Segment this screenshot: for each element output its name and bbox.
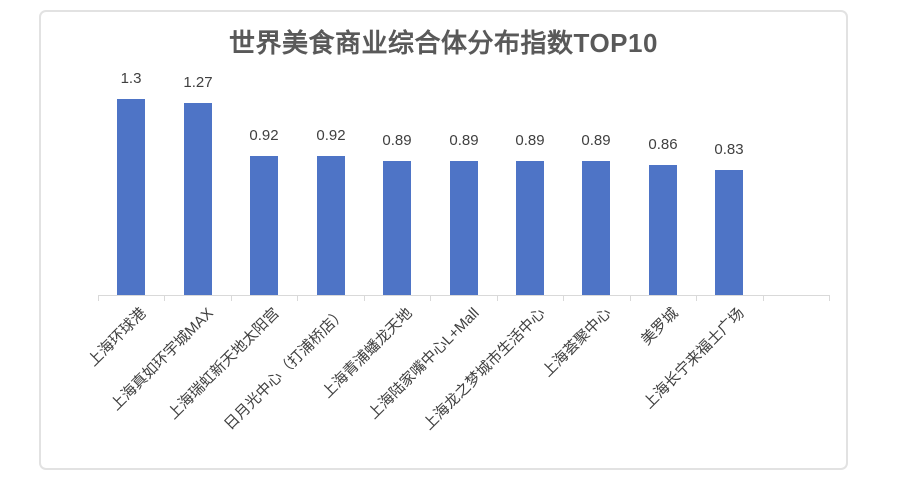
bar-value-label: 0.86	[648, 136, 678, 153]
bar	[450, 161, 478, 295]
x-axis-tick	[430, 295, 432, 301]
x-axis-tick	[696, 295, 698, 301]
bar	[250, 156, 278, 295]
x-axis-tick	[230, 295, 232, 301]
bar	[317, 156, 345, 295]
x-axis-tick	[98, 295, 99, 301]
bar	[582, 161, 610, 295]
bar	[117, 99, 145, 295]
bar-value-label: 0.89	[581, 132, 611, 149]
bar-value-label: 1.27	[183, 74, 213, 91]
bar-value-label: 0.89	[449, 132, 479, 149]
bar-value-label: 1.3	[120, 70, 142, 87]
plot-area: 1.3 上海环球港 1.27 上海真如环宇城MAX 0.92 上海瑞虹新天地太阳宫 0.92…	[41, 12, 846, 468]
x-axis-tick	[563, 295, 565, 301]
bar	[184, 103, 212, 295]
chart-frame: 世界美食商业综合体分布指数TOP10 1.3 上海环球港 1.27 上海真如环宇城MA…	[39, 10, 848, 470]
x-axis-tick	[363, 295, 365, 301]
x-axis-tick	[164, 295, 166, 301]
bar-value-label: 0.89	[515, 132, 545, 149]
x-axis-tick	[496, 295, 498, 301]
x-axis-tick	[297, 295, 299, 301]
x-axis-line	[98, 295, 829, 296]
bar-value-label: 0.83	[714, 141, 744, 158]
bar	[383, 161, 411, 295]
bar-value-label: 0.89	[382, 132, 412, 149]
bar	[715, 170, 743, 295]
bar-value-label: 0.92	[316, 127, 346, 144]
chart-title: 世界美食商业综合体分布指数TOP10	[229, 28, 658, 58]
x-axis-tick	[829, 295, 830, 301]
bar	[516, 161, 544, 295]
bar	[649, 165, 677, 295]
x-axis-tick	[629, 295, 631, 301]
x-axis-tick	[762, 295, 764, 301]
bar-value-label: 0.92	[249, 127, 279, 144]
